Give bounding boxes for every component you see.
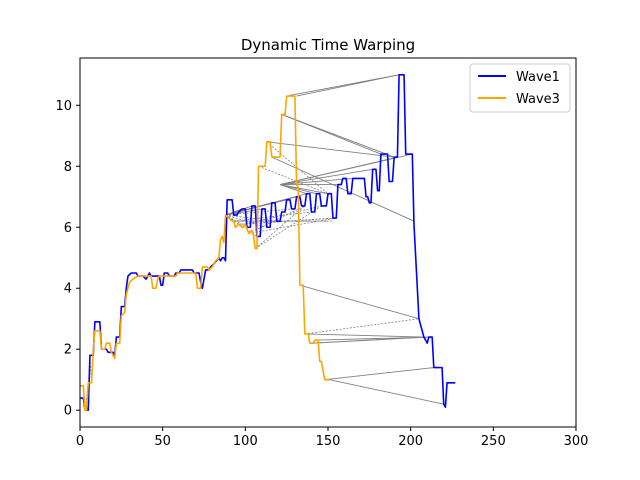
legend-label-wave1: Wave1 bbox=[516, 70, 560, 85]
alignment-line-dashed bbox=[233, 211, 312, 222]
alignment-line-dashed bbox=[225, 208, 292, 216]
alignment-lines bbox=[84, 74, 444, 411]
x-tick-label: 200 bbox=[398, 434, 423, 449]
alignment-line-dashed bbox=[255, 205, 322, 249]
x-tick-label: 100 bbox=[233, 434, 258, 449]
alignment-line-dashed bbox=[84, 382, 89, 411]
alignment-line bbox=[281, 113, 382, 155]
alignment-line bbox=[329, 379, 444, 405]
y-axis: 0 2 4 6 8 10 bbox=[55, 99, 80, 419]
alignment-line bbox=[280, 178, 353, 186]
alignment-line bbox=[324, 367, 434, 381]
alignment-line bbox=[279, 184, 307, 195]
alignment-line-dashed bbox=[266, 141, 329, 195]
plot-area bbox=[80, 73, 456, 412]
alignment-line bbox=[286, 74, 400, 97]
y-tick-label: 2 bbox=[64, 343, 72, 358]
alignment-line-dashed bbox=[254, 205, 306, 249]
alignment-line bbox=[318, 336, 433, 341]
x-tick-label: 0 bbox=[76, 434, 84, 449]
x-tick-label: 150 bbox=[316, 434, 341, 449]
y-tick-label: 8 bbox=[64, 160, 72, 175]
y-tick-label: 10 bbox=[55, 99, 72, 114]
x-tick-label: 300 bbox=[564, 434, 589, 449]
alignment-line bbox=[299, 284, 420, 320]
legend: Wave1 Wave3 bbox=[469, 63, 571, 113]
y-tick-label: 0 bbox=[64, 404, 72, 419]
x-tick-label: 50 bbox=[154, 434, 171, 449]
y-tick-label: 4 bbox=[64, 282, 72, 297]
alignment-line-dashed bbox=[258, 165, 329, 195]
alignment-line bbox=[304, 333, 424, 338]
alignment-line-dashed bbox=[304, 318, 419, 335]
alignment-line bbox=[279, 168, 373, 186]
x-tick-label: 250 bbox=[481, 434, 506, 449]
alignment-line bbox=[279, 184, 329, 195]
alignment-line bbox=[279, 156, 398, 185]
x-axis: 0 50 100 150 200 250 300 bbox=[76, 427, 589, 449]
y-tick-label: 6 bbox=[64, 221, 72, 236]
alignment-line bbox=[266, 141, 395, 158]
legend-label-wave3: Wave3 bbox=[516, 92, 560, 107]
alignment-line-dashed bbox=[248, 217, 337, 234]
chart-title: Dynamic Time Warping bbox=[241, 36, 415, 54]
series-lines bbox=[80, 73, 456, 412]
alignment-line-dashed bbox=[313, 336, 424, 344]
series-line-wave3 bbox=[80, 95, 330, 412]
